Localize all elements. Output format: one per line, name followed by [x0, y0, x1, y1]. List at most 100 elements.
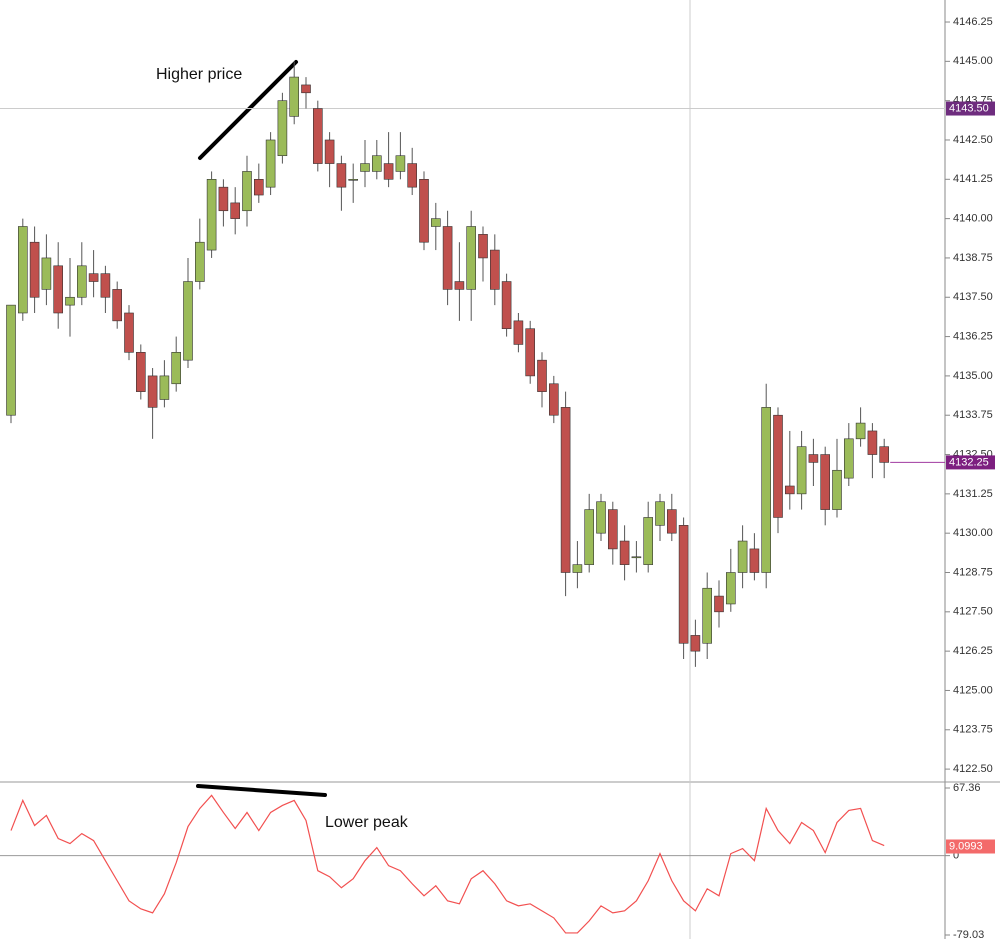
y-tick-label: 4135.00: [953, 370, 993, 382]
candle-body: [855, 422, 866, 440]
candle-body: [784, 485, 795, 495]
candle-body: [666, 509, 677, 534]
candle-body: [643, 517, 654, 565]
annotation-line: [196, 784, 327, 797]
candle-body: [348, 179, 359, 181]
candle-body: [478, 234, 488, 259]
candle-body: [879, 446, 890, 463]
candle-body: [442, 226, 453, 290]
price-tag: [946, 455, 995, 470]
candle-body: [690, 635, 701, 652]
y-tick-label: 4123.75: [953, 724, 993, 736]
candle-body: [619, 540, 630, 565]
candle-body: [206, 179, 217, 251]
candle-body: [513, 320, 524, 345]
y-tick-label: 4145.00: [953, 55, 993, 67]
price-tag-label: 4132.25: [949, 456, 989, 468]
candle-body: [419, 179, 429, 243]
y-tick-label: 4136.25: [953, 330, 993, 342]
candle-body: [124, 312, 134, 353]
candle-body: [761, 407, 772, 573]
candle-body: [383, 163, 394, 180]
candle-body: [265, 139, 276, 188]
y-tick-label: 4128.75: [953, 566, 993, 578]
candle-body: [171, 352, 181, 385]
y-tick-label: 0: [953, 850, 959, 862]
candle-body: [29, 241, 40, 298]
price-tag-label: 4143.50: [949, 102, 989, 114]
candle-body: [53, 265, 64, 314]
candle-body: [254, 179, 264, 196]
candle-body: [112, 289, 122, 322]
candle-body: [725, 572, 736, 605]
candle-body: [773, 414, 783, 518]
y-tick-label: 4137.50: [953, 291, 993, 303]
candle-body: [289, 76, 300, 117]
candle-body: [466, 226, 477, 290]
candle-body: [454, 281, 465, 290]
candle-body: [714, 595, 724, 613]
candle-body: [749, 548, 760, 573]
y-tick-label: 4125.00: [953, 684, 993, 696]
candle-body: [17, 226, 28, 314]
candle-body: [324, 139, 335, 164]
y-tick-label: 4131.25: [953, 488, 993, 500]
candle-body: [6, 304, 16, 416]
candle-body: [430, 218, 441, 227]
candle-body: [501, 281, 512, 330]
candle-body: [159, 375, 170, 400]
y-tick-label: 67.36: [953, 782, 981, 794]
candle-body: [195, 241, 205, 282]
candle-body: [607, 509, 618, 550]
candle-body: [360, 163, 370, 172]
candle-body: [832, 469, 842, 510]
candle-body: [277, 100, 288, 157]
candle-body: [548, 383, 559, 416]
y-tick-label: 4133.75: [953, 409, 993, 421]
candle-body: [537, 359, 547, 392]
candle-body: [77, 265, 87, 298]
candle-body: [147, 375, 158, 408]
candle-body: [572, 564, 583, 573]
candle-body: [489, 249, 500, 290]
candle-body: [136, 352, 146, 392]
candle-body: [183, 281, 193, 361]
candle-body: [242, 171, 252, 212]
y-tick-label: -79.03: [953, 929, 984, 939]
oscillator-line: [10, 794, 885, 934]
candle-body: [41, 257, 52, 290]
candle-body: [560, 407, 571, 573]
annotation-line: [198, 60, 298, 160]
candle-body: [100, 273, 111, 298]
candle-body: [312, 108, 323, 164]
candle-body: [230, 202, 240, 219]
candle-body: [702, 587, 713, 644]
candle-body: [395, 155, 406, 172]
candle-body: [843, 438, 854, 479]
candle-body: [371, 155, 382, 172]
candle-body: [796, 446, 807, 495]
candle-body: [867, 430, 878, 455]
y-tick-label: 4146.25: [953, 16, 993, 28]
annotation: Lower peak: [325, 814, 409, 831]
y-tick-label: 4130.00: [953, 527, 993, 539]
annotation: Higher price: [156, 66, 242, 83]
candle-body: [655, 501, 665, 526]
y-tick-label: 4142.50: [953, 134, 993, 146]
candle-body: [584, 509, 595, 565]
candle-body: [678, 525, 689, 644]
y-tick-label: 4141.25: [953, 173, 993, 185]
candle-body: [301, 84, 311, 94]
y-tick-label: 4138.75: [953, 252, 993, 264]
y-tick-label: 4140.00: [953, 213, 993, 225]
candle-body: [336, 163, 347, 188]
price-tag-label: 9.0993: [949, 840, 983, 852]
candle-body: [88, 273, 99, 282]
candle-body: [596, 501, 606, 534]
candle-body: [218, 186, 229, 212]
price-tag: [946, 839, 995, 854]
y-tick-label: 4127.50: [953, 606, 993, 618]
y-tick-label: 4122.50: [953, 763, 993, 775]
price-tag: [946, 101, 995, 116]
